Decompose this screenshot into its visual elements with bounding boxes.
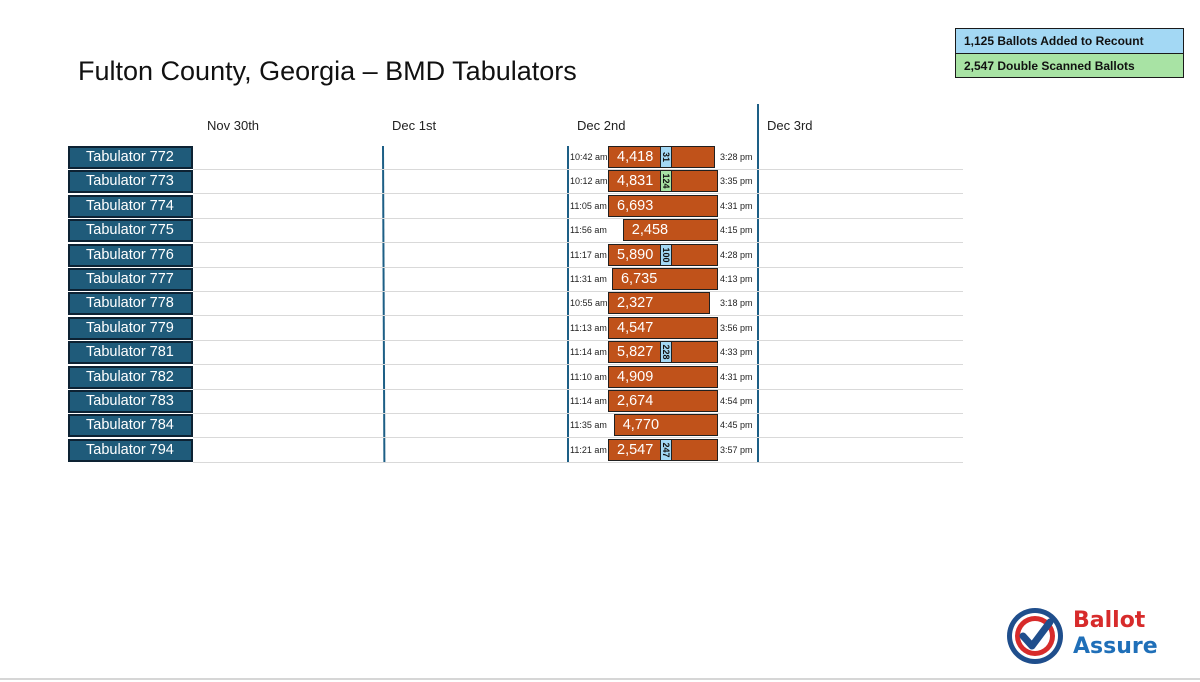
row-gridline — [193, 242, 963, 244]
legend-double-scanned: 2,547 Double Scanned Ballots — [956, 53, 1183, 77]
recount-marker: 100 — [660, 243, 672, 266]
row-gridline — [193, 291, 963, 292]
end-time: 3:28 pm — [720, 152, 753, 162]
end-time: 4:45 pm — [720, 420, 753, 431]
ballot-bar — [608, 194, 718, 217]
ballot-bar — [622, 219, 718, 242]
tabulator-label: Tabulator 784 — [68, 414, 193, 438]
end-time: 4:31 pm — [720, 371, 753, 382]
ballot-bar — [608, 390, 718, 412]
ballot-bar — [608, 292, 711, 315]
start-time: 10:55 am — [570, 298, 608, 309]
day-label-nov30: Nov 30th — [207, 118, 260, 133]
ballot-count: 4,547 — [617, 319, 654, 336]
ballot-assure-logo: Ballot Assure — [1005, 606, 1185, 668]
row-gridline — [193, 461, 963, 463]
row-gridline — [193, 266, 963, 268]
start-time: 11:56 am — [570, 225, 607, 236]
ballot-count: 4,418 — [617, 149, 654, 165]
tabulator-label: Tabulator 781 — [68, 341, 193, 365]
ballot-count: 6,693 — [617, 197, 654, 214]
day-label-dec1: Dec 1st — [392, 118, 437, 133]
row-gridline — [193, 169, 963, 170]
end-time: 3:35 pm — [720, 176, 753, 187]
ballot-count: 2,327 — [617, 295, 654, 312]
start-time: 11:14 am — [570, 396, 607, 406]
end-time: 4:54 pm — [720, 396, 753, 406]
start-time: 11:35 am — [570, 420, 607, 431]
start-time: 11:10 am — [570, 371, 607, 382]
marker-value: 31 — [661, 151, 671, 163]
recount-marker: 31 — [660, 146, 672, 168]
ballot-count: 4,770 — [622, 417, 660, 434]
ballot-count: 2,547 — [617, 441, 654, 458]
end-time: 4:13 pm — [720, 274, 753, 284]
recount-marker: 247 — [660, 438, 672, 461]
ballot-count: 2,674 — [617, 393, 654, 409]
start-time: 10:12 am — [570, 176, 608, 187]
tabulator-label: Tabulator 778 — [68, 292, 193, 316]
tabulator-label: Tabulator 775 — [68, 219, 193, 243]
legend-recount: 1,125 Ballots Added to Recount — [956, 29, 1183, 53]
ballot-count: 4,909 — [617, 368, 654, 385]
page-bottom-border — [0, 678, 1200, 680]
divider-dec3 — [757, 104, 759, 462]
row-gridline — [193, 315, 963, 317]
end-time: 4:15 pm — [720, 225, 753, 236]
row-gridline — [193, 413, 963, 414]
tabulator-label: Tabulator 773 — [68, 170, 193, 194]
ballot-bar — [608, 365, 718, 388]
start-time: 11:05 am — [570, 200, 607, 211]
row-gridline — [193, 339, 963, 341]
tabulator-label: Tabulator 776 — [68, 243, 193, 267]
tabulator-label: Tabulator 783 — [68, 390, 193, 413]
legend: 1,125 Ballots Added to Recount 2,547 Dou… — [955, 28, 1184, 78]
day-label-dec3: Dec 3rd — [767, 118, 813, 133]
marker-value: 124 — [661, 173, 671, 189]
day-label-dec2: Dec 2nd — [577, 118, 626, 133]
ballot-count: 6,735 — [620, 271, 658, 287]
start-time: 11:31 am — [570, 274, 607, 284]
end-time: 3:56 pm — [720, 322, 753, 333]
row-gridline — [193, 388, 963, 390]
start-time: 11:13 am — [570, 322, 607, 333]
tabulator-label: Tabulator 779 — [68, 316, 193, 340]
end-time: 3:57 pm — [720, 444, 753, 455]
ballot-bar — [613, 414, 718, 437]
marker-value: 247 — [661, 442, 671, 458]
checkmark-seal-icon — [1007, 608, 1063, 664]
page-title: Fulton County, Georgia – BMD Tabulators — [78, 56, 577, 86]
ballot-bar — [608, 316, 718, 339]
end-time: 3:18 pm — [720, 298, 753, 309]
tabulator-label: Tabulator 774 — [68, 194, 193, 218]
end-time: 4:31 pm — [720, 200, 753, 211]
logo-text-ballot: Ballot — [1073, 608, 1146, 633]
recount-marker: 228 — [660, 341, 672, 364]
ballot-count: 2,458 — [631, 222, 669, 239]
tabulator-label: Tabulator 777 — [68, 268, 193, 291]
divider-dec2 — [567, 146, 569, 462]
ballot-bar — [611, 268, 718, 290]
row-gridline — [193, 193, 963, 195]
ballot-count: 5,890 — [617, 246, 654, 263]
row-gridline — [193, 437, 963, 439]
double-scanned-marker: 124 — [660, 170, 672, 193]
end-time: 4:33 pm — [720, 347, 753, 358]
ballot-count: 5,827 — [617, 344, 654, 361]
row-gridline — [193, 217, 963, 219]
tabulator-label: Tabulator 794 — [68, 438, 193, 462]
marker-value: 228 — [661, 344, 671, 360]
start-time: 11:17 am — [570, 249, 607, 260]
row-gridline — [193, 364, 963, 366]
start-time: 10:42 am — [570, 152, 608, 162]
end-time: 4:28 pm — [720, 249, 753, 260]
logo-text-assure: Assure — [1073, 634, 1158, 659]
marker-value: 100 — [661, 247, 671, 263]
ballot-count: 4,831 — [617, 173, 654, 190]
tabulator-label: Tabulator 782 — [68, 365, 193, 389]
tabulator-label: Tabulator 772 — [68, 146, 193, 169]
start-time: 11:21 am — [570, 444, 607, 455]
start-time: 11:14 am — [570, 347, 607, 358]
